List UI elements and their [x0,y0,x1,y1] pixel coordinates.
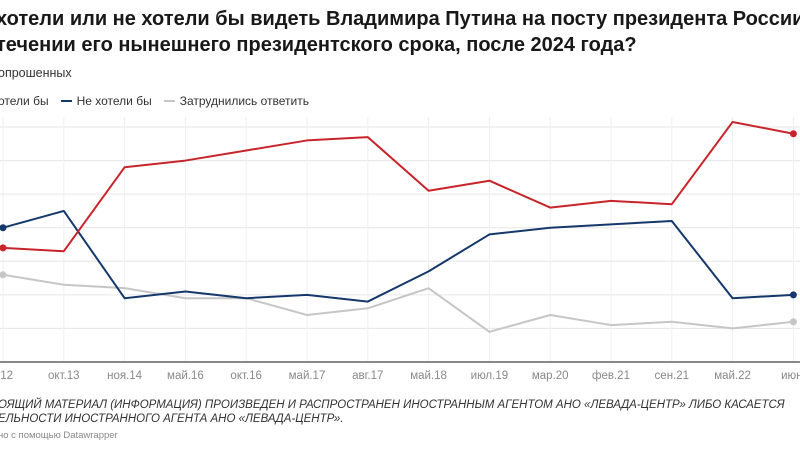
x-tick-label: фев.21 [592,370,630,382]
series-endpoint [0,224,7,232]
series-line [2,209,794,303]
legend-item: Не хотели бы [60,94,152,108]
legend-label: Не хотели бы [76,94,152,108]
x-tick-label: окт.13 [48,370,80,382]
chart-subtitle: опрошенных [0,66,72,80]
series-endpoint [0,244,7,252]
legend-label: отели бы [0,94,49,108]
legend: отели бы Не хотели бы Затруднились ответит… [0,94,309,108]
x-tick-label: май.16 [167,370,204,382]
x-tick-label: май.18 [410,370,447,382]
x-tick-label: ноя.14 [107,370,143,382]
x-tick-label: авг.17 [352,370,383,382]
note-line-2: ЕЛЬНОСТИ ИНОСТРАННОГО АГЕНТА АНО «ЛЕВАДА… [0,413,344,425]
x-tick-label: июн. [781,370,800,382]
legend-swatch [163,99,175,103]
legend-item: Затруднились ответить [163,94,310,108]
legend-item: отели бы [0,94,49,108]
series-endpoint [789,318,797,326]
foreign-agent-note: ОЯЩИЙ МАТЕРИАЛ (ИНФОРМАЦИЯ) ПРОИЗВЕДЕН И… [0,398,785,426]
x-tick-label: май.22 [714,370,751,382]
series-line [2,120,794,253]
datawrapper-credit: но с помощью Datawrapper [0,430,118,441]
x-tick-label: сен.21 [655,370,689,382]
legend-swatch [60,99,72,103]
series-endpoint [789,130,797,138]
legend-label: Затруднились ответить [179,94,310,108]
title-line-1: хотели или не хотели бы видеть Владимира… [0,8,800,30]
x-tick-label: мар.20 [532,370,569,382]
chart-title: хотели или не хотели бы видеть Владимира… [0,6,800,58]
note-line-1: ОЯЩИЙ МАТЕРИАЛ (ИНФОРМАЦИЯ) ПРОИЗВЕДЕН И… [0,399,785,411]
title-line-2: течении его нынешнего президентского сро… [0,34,637,56]
x-tick-label: июл.19 [471,370,509,382]
x-tick-label: окт.16 [230,370,262,382]
x-tick-label: т.12 [0,370,13,382]
series-line [2,273,794,333]
series-endpoint [789,291,797,299]
series-endpoint [0,271,7,279]
x-tick-label: май.17 [289,370,326,382]
